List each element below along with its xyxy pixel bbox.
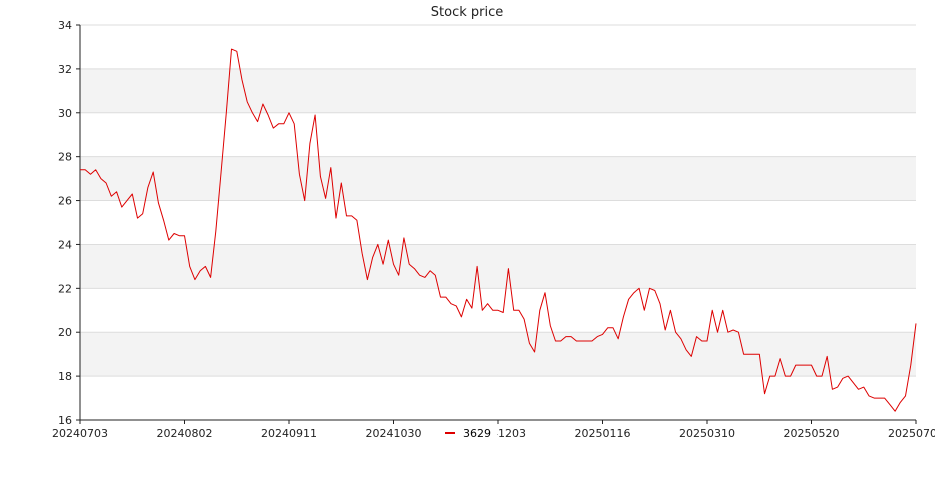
x-tick-label: 20250116	[575, 427, 631, 440]
legend-swatch-icon	[445, 432, 455, 434]
grid-bands	[80, 68, 916, 377]
x-tick-label: 20250520	[784, 427, 840, 440]
y-tick-label: 28	[58, 151, 72, 164]
legend-label: 3629	[463, 426, 491, 440]
x-tick-label: 20250310	[679, 427, 735, 440]
y-tick-label: 30	[58, 107, 72, 120]
y-tick-label: 34	[58, 19, 72, 32]
x-tick-label: 20240703	[52, 427, 108, 440]
y-tick-label: 22	[58, 282, 72, 295]
y-tick-label: 26	[58, 195, 72, 208]
x-tick-label: 20240911	[261, 427, 317, 440]
grid-band	[80, 156, 916, 201]
chart-title: Stock price	[431, 5, 503, 20]
x-tick-label: 20241030	[366, 427, 422, 440]
grid-band	[80, 332, 916, 377]
x-axis-ticks: 20240703 20240802 20240911 20241030 20241203…	[52, 420, 935, 440]
legend: 3629	[439, 424, 497, 442]
x-tick-label: 20240802	[157, 427, 213, 440]
y-axis-ticks: 16 18 20 22 24 26 28 30 32 34	[58, 19, 80, 427]
grid-band	[80, 68, 916, 113]
y-tick-label: 32	[58, 63, 72, 76]
grid-band	[80, 244, 916, 289]
y-tick-label: 18	[58, 370, 72, 383]
y-tick-label: 20	[58, 326, 72, 339]
series-line	[80, 48, 917, 412]
y-tick-label: 24	[58, 238, 72, 251]
y-tick-label: 16	[58, 414, 72, 427]
series-group	[80, 48, 917, 412]
